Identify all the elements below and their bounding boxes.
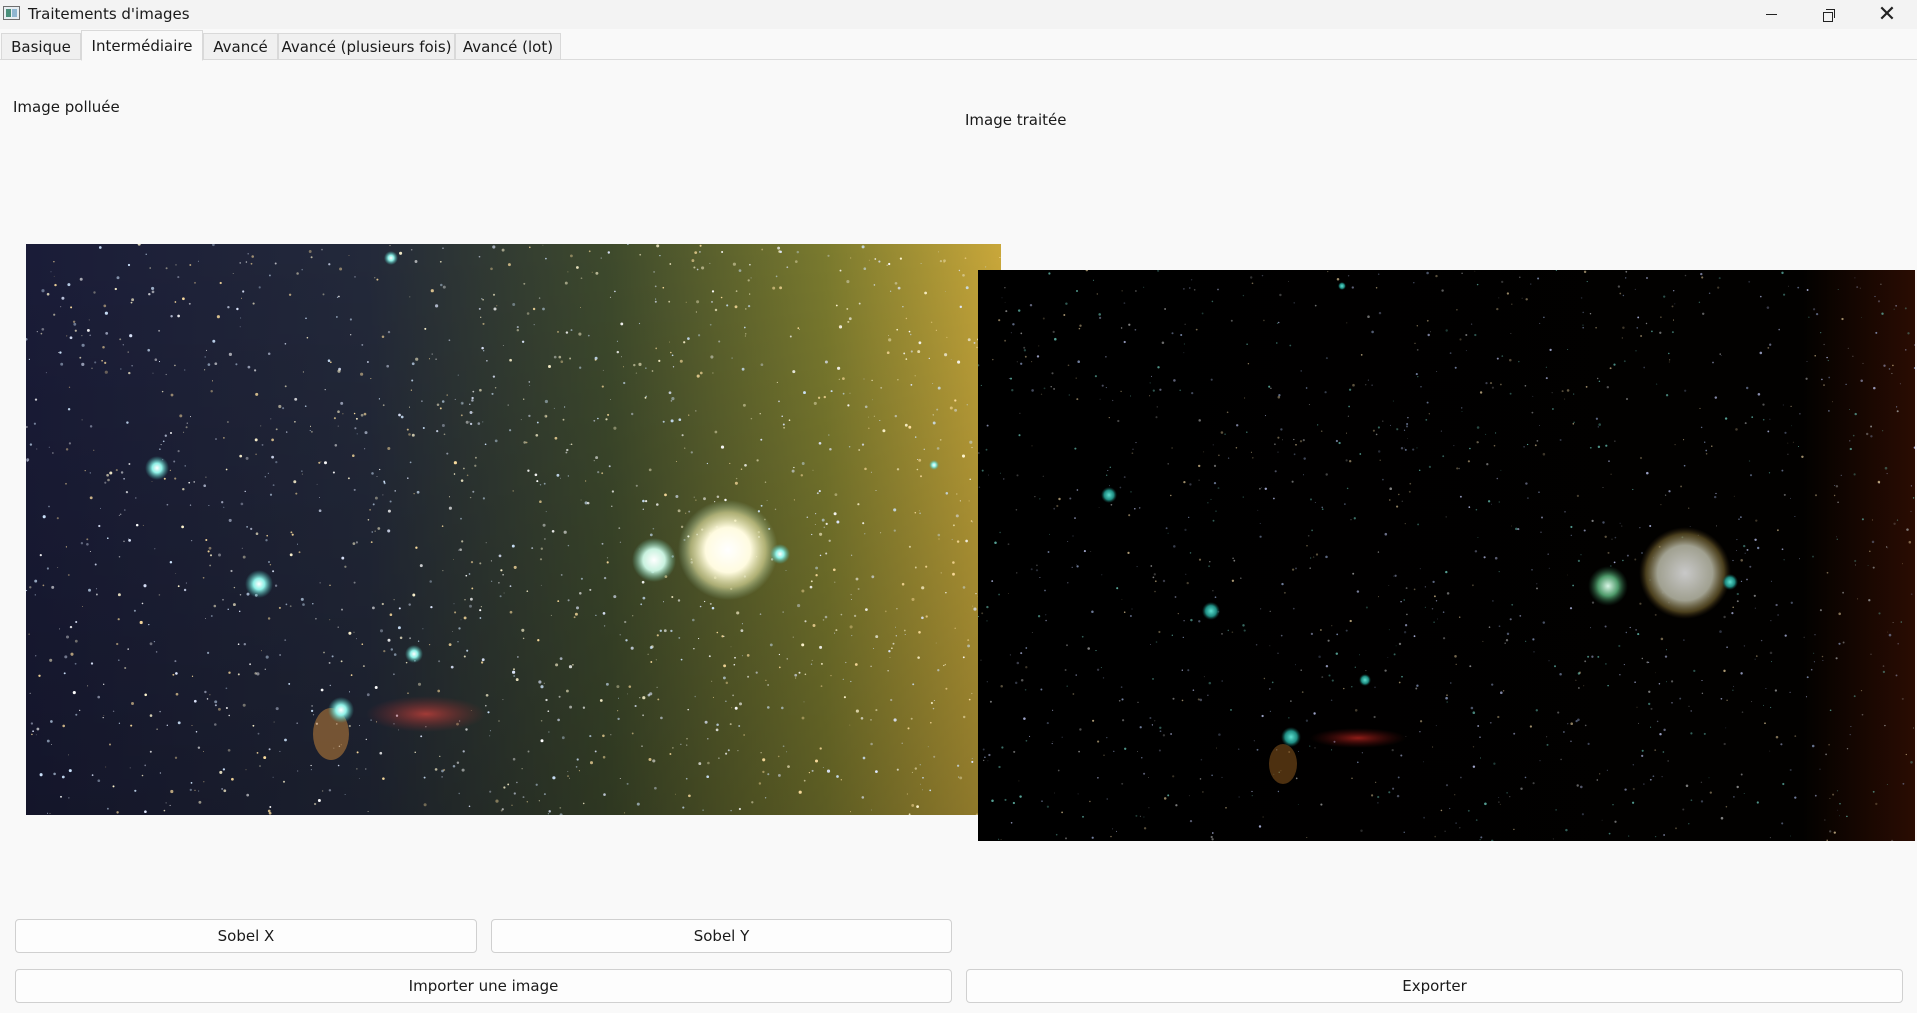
tab-avance-lot[interactable]: Avancé (lot) xyxy=(455,33,561,60)
export-button[interactable]: Exporter xyxy=(966,969,1903,1003)
minimize-button[interactable] xyxy=(1742,0,1800,29)
restore-icon xyxy=(1823,8,1835,22)
tab-avance-plusieurs-fois[interactable]: Avancé (plusieurs fois) xyxy=(278,33,455,60)
import-image-button[interactable]: Importer une image xyxy=(15,969,952,1003)
sobel-x-button[interactable]: Sobel X xyxy=(15,919,477,953)
window-title: Traitements d'images xyxy=(28,5,190,23)
title-bar: Traitements d'images ✕ xyxy=(0,0,1917,29)
app-image-icon xyxy=(3,6,20,20)
tab-bar: Basique Intermédiaire Avancé Avancé (plu… xyxy=(0,30,1917,61)
polluted-image-label: Image polluée xyxy=(13,98,120,116)
tab-intermediaire[interactable]: Intermédiaire xyxy=(81,30,203,61)
processed-image xyxy=(978,270,1915,841)
processed-image-label: Image traitée xyxy=(965,111,1067,129)
minimize-icon xyxy=(1765,14,1777,15)
close-icon: ✕ xyxy=(1877,1,1897,27)
close-button[interactable]: ✕ xyxy=(1858,0,1916,29)
tab-avance[interactable]: Avancé xyxy=(203,33,278,60)
restore-button[interactable] xyxy=(1800,0,1858,29)
tab-basique[interactable]: Basique xyxy=(1,33,81,60)
sobel-y-button[interactable]: Sobel Y xyxy=(491,919,952,953)
polluted-image xyxy=(26,244,1001,815)
